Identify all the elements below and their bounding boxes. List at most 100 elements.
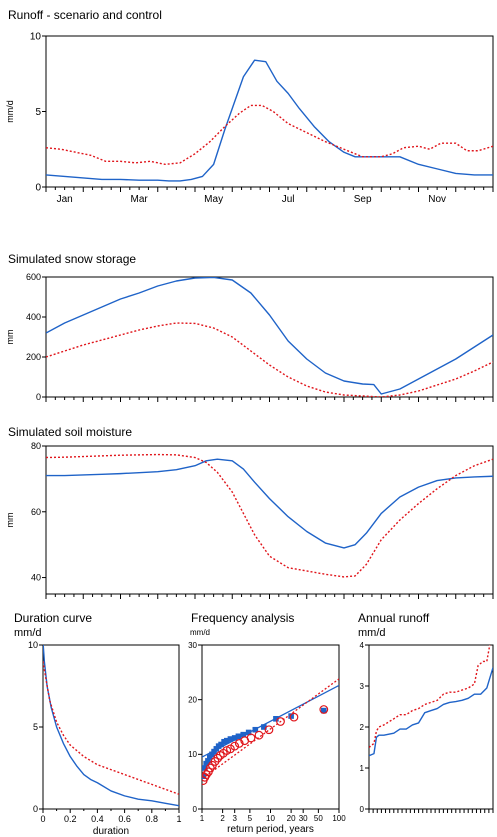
frequency-point-circle [319, 705, 329, 714]
duration-plot-area [43, 645, 179, 807]
frequency-point-square [288, 713, 294, 719]
frequency-point-square [273, 716, 279, 722]
frequency-point-square [223, 737, 230, 744]
runoff-plot-frame [45, 35, 494, 188]
runoff-series-control [46, 104, 493, 166]
duration-title: Duration curve [14, 611, 92, 625]
frequency-point-square [252, 726, 259, 733]
runoff-xtick-label: Jan [57, 194, 73, 205]
frequency-point-square [245, 729, 252, 736]
frequency-unit-label: mm/d [190, 628, 210, 637]
frequency-point-square [205, 758, 211, 764]
soil-ytick-label: 80 [31, 441, 41, 451]
duration-xtick-label: 0.4 [91, 814, 104, 824]
frequency-point-circle [234, 739, 244, 748]
duration-xtick-label: 0.2 [64, 814, 77, 824]
frequency-xtick-label: 2 [220, 814, 225, 823]
soil-ytick-label: 60 [31, 507, 41, 517]
frequency-point-square [218, 741, 224, 748]
frequency-point-square [231, 735, 238, 741]
frequency-point-circle [213, 753, 223, 763]
soil-title: Simulated soil moisture [8, 425, 132, 439]
frequency-point-circle [246, 733, 256, 743]
annual-plot-frame [368, 644, 494, 810]
runoff-ylabel: mm/d [5, 100, 15, 123]
snow-series-control [46, 322, 493, 397]
snow-ytick-label: 600 [26, 272, 41, 282]
runoff-plot-area [46, 59, 493, 182]
duration-plot-frame [42, 644, 180, 810]
snow-ytick-label: 400 [26, 312, 41, 322]
annual-title: Annual runoff [358, 611, 430, 625]
snow-series-scenario [46, 277, 493, 395]
frequency-xtick-label: 3 [232, 814, 237, 823]
runoff-series-scenario [46, 59, 493, 182]
frequency-xtick-label: 100 [332, 814, 346, 823]
duration-series-scenario [43, 645, 179, 807]
frequency-xtick-label: 1 [200, 814, 205, 823]
frequency-xtick-label: 20 [287, 814, 296, 823]
soil-series-control [46, 453, 493, 578]
runoff-ytick-label: 0 [35, 183, 41, 194]
snow-title: Simulated snow storage [8, 252, 136, 266]
runoff-ytick-label: 10 [30, 32, 42, 43]
runoff-ytick-label: 5 [35, 107, 41, 118]
frequency-point-square [235, 733, 242, 740]
runoff-chart: Runoff - scenario and control 0 5 10 mm/d Jan… [5, 8, 494, 205]
frequency-title: Frequency analysis [191, 611, 294, 625]
duration-xlabel: duration [93, 826, 129, 837]
duration-unit-label: mm/d [14, 627, 42, 639]
duration-xtick-label: 0.8 [146, 814, 159, 824]
soil-plot-frame [45, 445, 494, 595]
runoff-title: Runoff - scenario and control [8, 8, 162, 22]
frequency-xtick-label: 50 [314, 814, 323, 823]
frequency-point-circle [254, 730, 264, 740]
annual-ytick-label: 0 [360, 805, 365, 814]
frequency-point-circle [202, 770, 211, 779]
frequency-point-circle [289, 712, 299, 722]
duration-series-control [43, 661, 179, 795]
annual-series-scenario [369, 667, 493, 757]
duration-xtick-label: 1 [176, 814, 181, 824]
runoff-xtick-label: Sep [354, 194, 372, 205]
frequency-ytick-label: 30 [188, 641, 197, 650]
frequency-point-square [227, 736, 234, 742]
snow-ytick-label: 200 [26, 352, 41, 362]
annual-ytick-label: 1 [360, 764, 365, 773]
soil-series-scenario [46, 458, 493, 549]
snow-chart: Simulated snow storage 0 200 400 600 mm [5, 252, 494, 402]
frequency-plot-area [202, 678, 339, 785]
duration-ytick-label: 5 [33, 722, 38, 732]
runoff-xtick-label: Mar [131, 194, 149, 205]
frequency-point-square [202, 765, 208, 771]
annual-chart: Annual runoff mm/d 0 1 2 3 4 [358, 611, 494, 814]
frequency-point-square [261, 724, 267, 730]
frequency-xtick-label: 30 [299, 814, 308, 823]
duration-chart: Duration curve mm/d 0 5 10 0 0.2 0.4 0.6 0.8 1 dura… [14, 611, 182, 837]
annual-ytick-label: 4 [360, 641, 365, 650]
frequency-point-circle [276, 717, 285, 726]
annual-ytick-label: 2 [360, 723, 365, 732]
frequency-xtick-label: 5 [248, 814, 253, 823]
frequency-ytick-label: 0 [193, 805, 198, 814]
runoff-xtick-label: May [204, 194, 223, 205]
frequency-plot-frame [201, 644, 340, 810]
frequency-ytick-label: 20 [188, 695, 197, 704]
snow-ylabel: mm [5, 330, 15, 345]
soil-ytick-label: 40 [31, 573, 41, 583]
frequency-ytick-label: 10 [188, 750, 197, 759]
frequency-point-square [202, 773, 206, 779]
soil-chart: Simulated soil moisture 40 60 80 mm [5, 425, 494, 599]
frequency-xlabel: return period, years [227, 824, 314, 835]
annual-ytick-label: 3 [360, 682, 365, 691]
frequency-point-circle [205, 763, 215, 773]
frequency-fit-line-0 [202, 684, 339, 758]
soil-plot-area [46, 453, 493, 578]
duration-xtick-label: 0 [40, 814, 45, 824]
snow-ytick-label: 0 [36, 392, 41, 402]
annual-unit-label: mm/d [358, 627, 386, 639]
annual-series-control [369, 645, 491, 749]
runoff-xtick-label: Jul [282, 194, 295, 205]
